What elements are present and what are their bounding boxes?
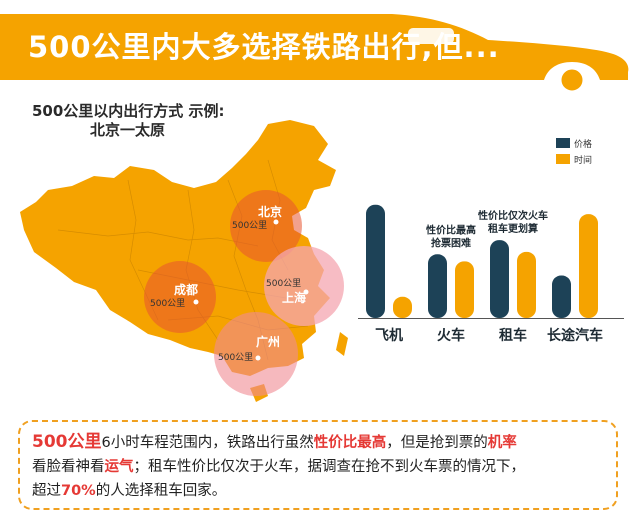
- guangzhou-radius-circle: [214, 312, 298, 396]
- legend-swatch: [556, 154, 570, 164]
- page-title: 500公里内大多选择铁路出行,但...: [28, 30, 500, 64]
- city-label-chengdu: 成都: [174, 282, 198, 297]
- bar-time-0: [393, 296, 412, 318]
- summary-segment: 看脸看神看: [32, 459, 105, 475]
- city-label-beijing: 北京: [258, 204, 282, 219]
- category-label: 火车: [437, 327, 465, 344]
- bar-price-2: [490, 240, 509, 318]
- chart-category-labels: 飞机 火车 租车 长途汽车: [375, 327, 603, 344]
- summary-segment: ；租车性价比仅次于火车，据调查在抢不到火车票的情况下，: [133, 459, 526, 475]
- bar-time-3: [579, 214, 598, 318]
- summary-segment: 机率: [487, 435, 517, 451]
- summary-segment: 性价比最高: [313, 435, 387, 451]
- chengdu-radius-circle: [144, 261, 216, 333]
- chart-annotation: 抢票困难: [431, 236, 471, 249]
- bar-price-0: [366, 204, 385, 318]
- summary-segment: 超过: [32, 483, 61, 499]
- chart-annotation: 性价比最高: [425, 223, 476, 236]
- summary-segment: 运气: [104, 459, 134, 475]
- radius-label-guangzhou: 500公里: [218, 352, 253, 363]
- summary-segment: 500公里: [32, 432, 102, 452]
- map-title: 500公里以内出行方式 示例: 北京一太原: [32, 102, 225, 140]
- summary-segment: ，但是抢到票的: [386, 435, 488, 451]
- radius-label-chengdu: 500公里: [150, 298, 185, 309]
- summary-segment: 的人选择租车回家。: [95, 483, 227, 499]
- chart-bars: [366, 204, 598, 318]
- shanghai-radius-circle: [264, 246, 344, 326]
- summary-line-2: 看脸看神看运气；租车性价比仅次于火车，据调查在抢不到火车票的情况下，: [32, 455, 606, 479]
- car-window: [408, 28, 454, 44]
- legend-label: 时间: [574, 154, 592, 166]
- beijing-radius-circle: [230, 190, 302, 262]
- legend-swatch: [556, 138, 570, 148]
- bar-price-3: [552, 275, 571, 318]
- radius-label-beijing: 500公里: [232, 220, 267, 231]
- radius-label-shanghai: 500公里: [266, 278, 301, 289]
- car-banner-shape: [0, 14, 629, 80]
- shanghai-dot: [303, 289, 309, 295]
- category-label: 长途汽车: [547, 327, 603, 344]
- guangzhou-dot: [255, 355, 261, 361]
- city-label-guangzhou: 广州: [256, 334, 280, 349]
- summary-segment: 70%: [61, 483, 96, 499]
- chart-annotation: 性价比仅次火车: [477, 209, 548, 222]
- chengdu-dot: [193, 299, 199, 305]
- chart-annotation: 租车更划算: [488, 222, 538, 235]
- category-label: 租车: [499, 327, 527, 344]
- bar-price-1: [428, 254, 447, 318]
- city-label-shanghai: 上海: [282, 290, 306, 305]
- map-title-line1: 500公里以内出行方式 示例:: [32, 102, 225, 120]
- china-map-shape: [20, 120, 336, 376]
- summary-line-1: 500公里6小时车程范围内，铁路出行虽然性价比最高，但是抢到票的机率: [32, 430, 606, 455]
- map-title-line2: 北京一太原: [90, 121, 166, 139]
- china-map: 北京 成都 上海 广州 500公里 500公里 500公里 500公里: [20, 120, 348, 402]
- car-wheel: [558, 66, 586, 94]
- bar-time-1: [455, 261, 474, 318]
- summary-box: 500公里6小时车程范围内，铁路出行虽然性价比最高，但是抢到票的机率 看脸看神看…: [18, 420, 618, 510]
- category-label: 飞机: [375, 327, 403, 344]
- summary-segment: 6小时车程范围内，铁路出行虽然: [101, 435, 314, 451]
- taiwan-shape: [336, 332, 348, 356]
- header-banner: [0, 14, 629, 94]
- legend-label: 价格: [574, 138, 592, 150]
- bar-time-2: [517, 251, 536, 318]
- summary-line-3: 超过70%的人选择租车回家。: [32, 479, 606, 503]
- beijing-dot: [273, 219, 279, 225]
